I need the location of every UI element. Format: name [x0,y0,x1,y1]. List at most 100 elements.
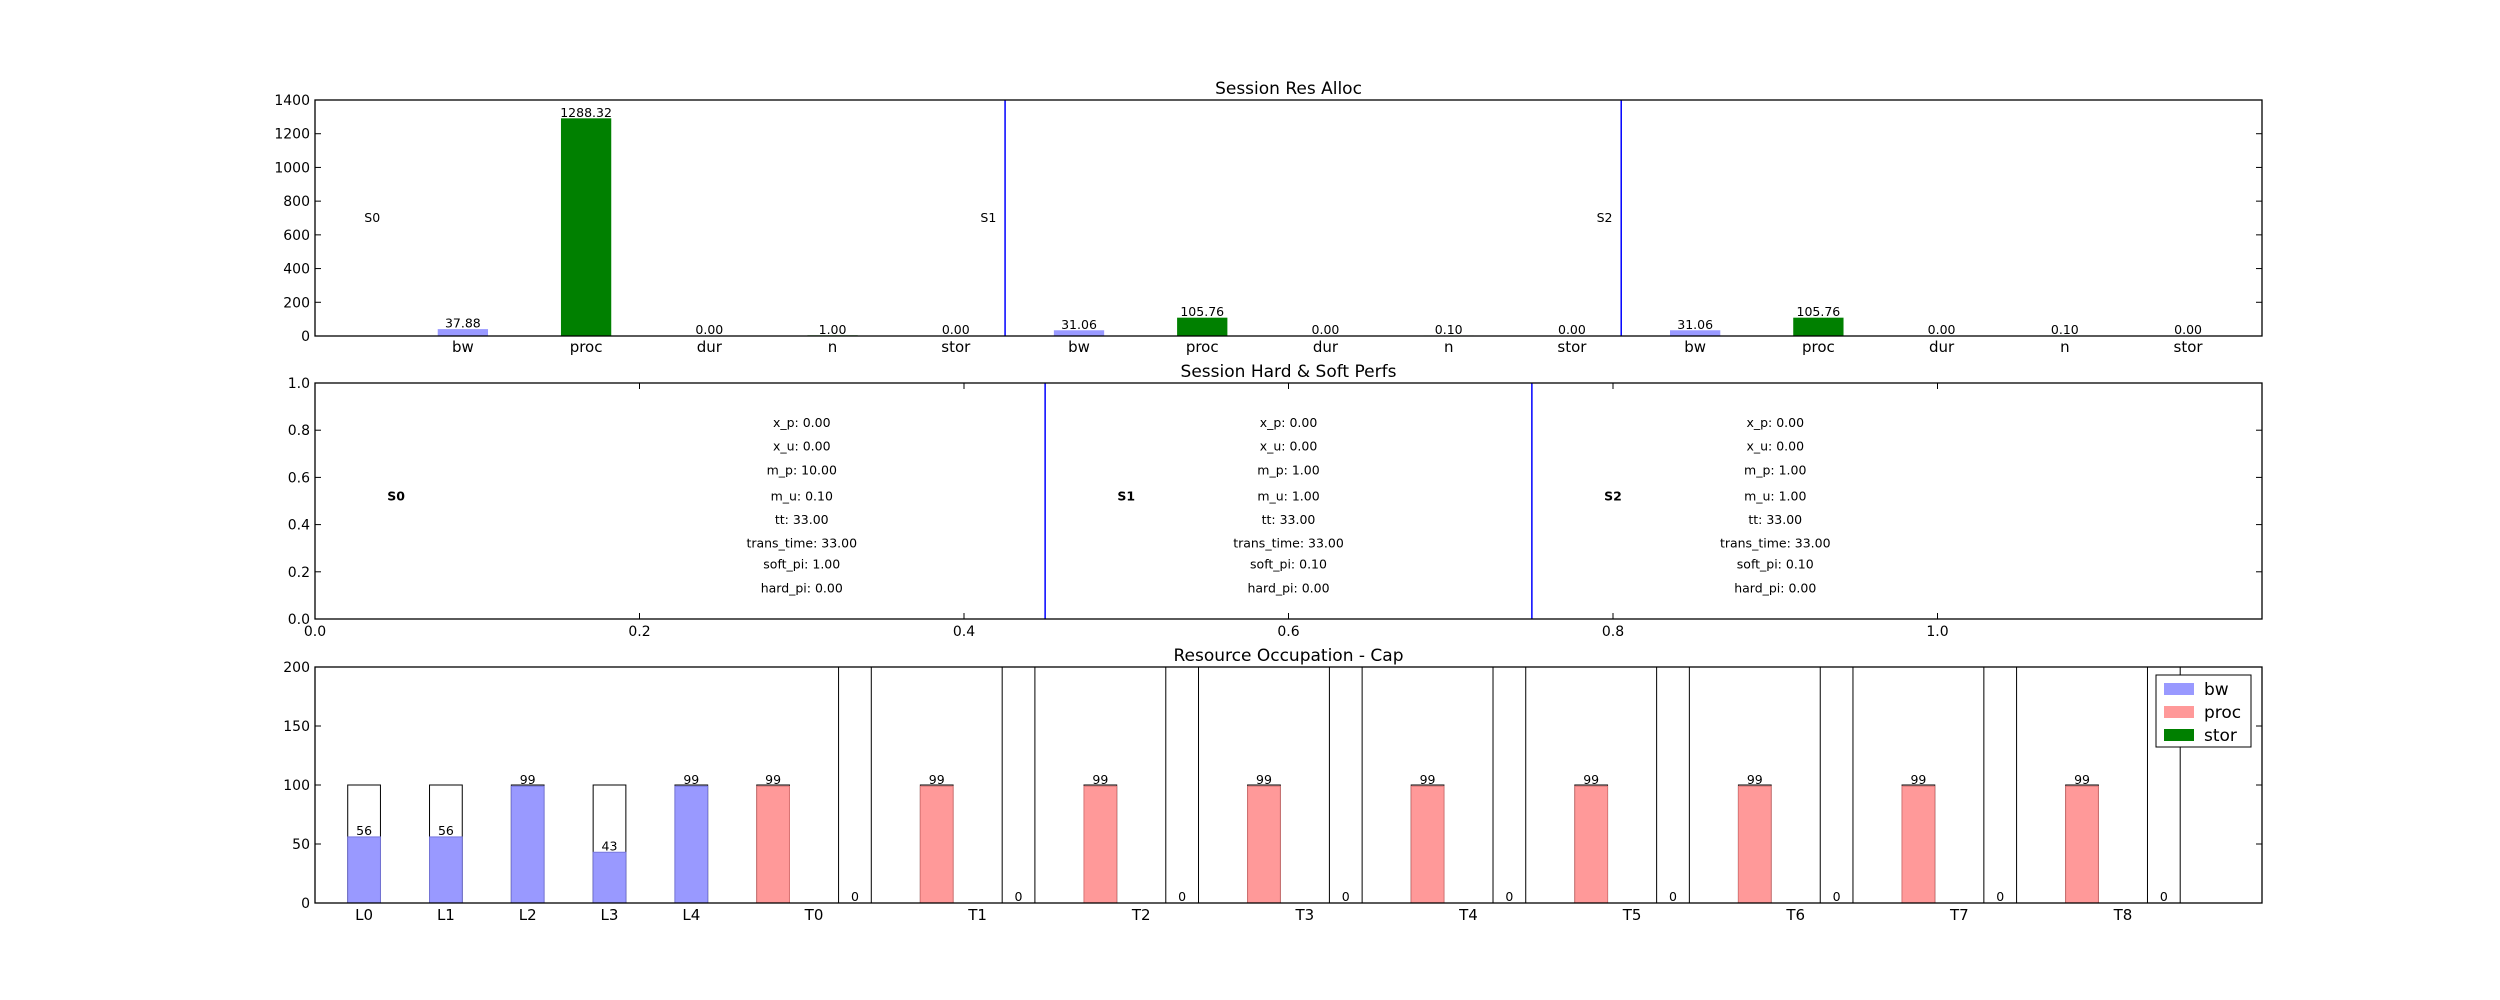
y-tick-label-1000: 1000 [274,160,310,176]
session-perfs-chart: Session Hard & Soft Perfs S0 x_p: 0.00 x_u… [288,362,2263,640]
x-tick-label-t8: T8 [2113,906,2133,924]
data-label-s0-dur: 0.00 [695,322,723,337]
perf-info-s1-m_p: m_p: 1.00 [1257,462,1319,477]
bar-t1-proc-used [919,785,954,904]
bar-l0-used [347,836,381,904]
perf-y-tick-label-5: 1.0 [288,376,310,392]
perf-info-s0-x_p: x_p: 0.00 [773,415,831,430]
bar-t3-proc-used [1247,785,1281,904]
chart-title-perfs: Session Hard & Soft Perfs [1181,362,1397,382]
bar-t4-stor-label: 0 [1505,889,1513,904]
perf-info-s0-soft_pi: soft_pi: 1.00 [763,557,840,572]
legend: bw proc stor [2155,674,2252,748]
data-label-s1-n: 0.10 [1435,322,1463,337]
bar-t8-proc-used [2065,785,2099,904]
occ-y-tick-label-50: 50 [292,837,310,853]
bar-t2-proc-label: 99 [1092,772,1108,787]
legend-swatch-stor [2164,729,2194,741]
bar-t7-stor-label: 0 [1996,889,2004,904]
bar-l2-label: 99 [520,772,536,787]
x-tick-label-s1-proc: proc [1186,338,1219,356]
bar-l4-label: 99 [683,772,699,787]
occ-y-tick-label-100: 100 [283,778,310,794]
bar-t5-proc-label: 99 [1583,772,1599,787]
bar-t4-stor-cap [1492,666,1527,904]
y-tick-label-1400: 1400 [274,93,310,109]
bar-t2-proc-used [1083,785,1118,904]
x-tick-label-t5: T5 [1622,906,1642,924]
perf-info-s2-hard_pi: hard_pi: 0.00 [1734,580,1816,595]
occ-y-tick-label-0: 0 [301,896,310,912]
perf-x-tick-label-0: 0.0 [304,624,326,640]
bar-t8-stor-label: 0 [2160,889,2168,904]
x-tick-label-l0: L0 [355,906,373,924]
data-label-s2-dur: 0.00 [1928,322,1956,337]
y-tick-label-400: 400 [283,262,310,278]
perf-x-tick-label-5: 1.0 [1926,624,1948,640]
data-label-s1-stor: 0.00 [1558,322,1586,337]
x-tick-label-s0-bw: bw [452,338,474,356]
bar-t5-stor-cap [1656,666,1690,904]
bar-t6-stor-cap [1819,666,1854,904]
x-tick-label-t7: T7 [1949,906,1969,924]
x-tick-label-s1-stor: stor [1557,338,1587,356]
data-label-s1-dur: 0.00 [1312,322,1340,337]
session-res-alloc-chart: Session Res Alloc 37.88 bw 1288.32 proc 0.00… [274,79,2263,356]
legend-swatch-proc [2164,706,2194,718]
bar-t5-proc-used [1574,785,1609,904]
bar-t1-stor-label: 0 [1015,889,1023,904]
perf-info-s1-x_u: x_u: 0.00 [1260,439,1318,454]
perf-info-s1-hard_pi: hard_pi: 0.00 [1247,580,1329,595]
session-label-s0: S0 [364,210,380,225]
x-tick-label-s0-stor: stor [941,338,971,356]
perf-info-s0-tt: tt: 33.00 [775,512,829,527]
perf-y-tick-label-4: 0.8 [288,423,310,439]
x-tick-label-s0-n: n [828,338,838,356]
bar-t7-proc-used [1901,785,1936,904]
bar-l1-used [429,836,463,904]
perf-y-tick-label-3: 0.6 [288,470,310,486]
perf-info-s0-trans_time: trans_time: 33.00 [746,535,857,550]
bar-l1-label: 56 [438,823,454,838]
bar-l4-used [674,785,709,904]
perf-info-s0-m_p: m_p: 10.00 [767,462,837,477]
y-tick-label-1200: 1200 [274,127,310,143]
x-tick-label-l3: L3 [601,906,619,924]
bar-t0-stor-label: 0 [851,889,859,904]
bar-t6-stor-label: 0 [1833,889,1841,904]
x-tick-label-t2: T2 [1131,906,1151,924]
perf-x-tick-label-4: 0.8 [1602,624,1624,640]
x-tick-label-t1: T1 [967,906,987,924]
bar-s0-proc [560,118,612,337]
bar-l3-label: 43 [602,838,618,853]
session-label-s2: S2 [1597,210,1613,225]
data-label-s0-proc: 1288.32 [560,105,612,120]
perf-info-s0-hard_pi: hard_pi: 0.00 [761,580,843,595]
perf-y-tick-label-0: 0.0 [288,612,310,628]
x-tick-label-l1: L1 [437,906,455,924]
x-tick-label-t0: T0 [804,906,824,924]
bar-t4-proc-label: 99 [1420,772,1436,787]
bar-t3-proc-label: 99 [1256,772,1272,787]
data-label-s1-bw: 31.06 [1061,317,1097,332]
occ-y-tick-label-200: 200 [283,660,310,676]
bar-t0-stor-cap [838,666,872,904]
bar-l2-used [510,785,545,904]
x-tick-label-s0-dur: dur [697,338,723,356]
data-label-s0-stor: 0.00 [942,322,970,337]
session-label-s1: S1 [980,210,996,225]
bar-t7-stor-cap [1983,666,2018,904]
perf-info-s2-m_p: m_p: 1.00 [1744,462,1806,477]
perf-session-label-s2: S2 [1604,488,1622,503]
bar-t5-stor-label: 0 [1669,889,1677,904]
x-tick-label-t3: T3 [1295,906,1315,924]
perf-info-s2-x_u: x_u: 0.00 [1746,439,1804,454]
legend-label-bw: bw [2204,680,2229,700]
bar-t0-proc-used [756,785,790,904]
perf-info-s2-soft_pi: soft_pi: 0.10 [1737,557,1814,572]
perf-info-s2-tt: tt: 33.00 [1748,512,1802,527]
bar-t0-proc-label: 99 [765,772,781,787]
y-tick-label-0: 0 [301,329,310,345]
